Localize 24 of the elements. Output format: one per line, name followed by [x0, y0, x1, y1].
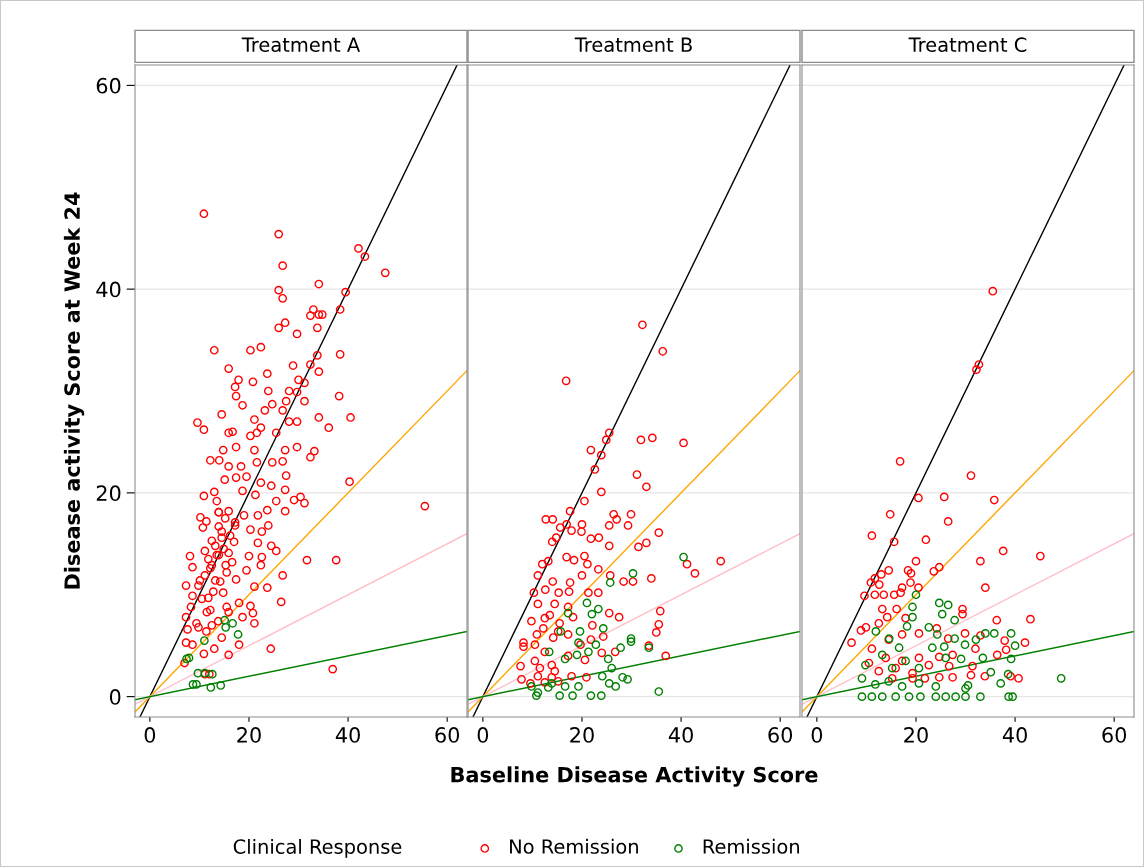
y-tick-label: 60: [96, 77, 121, 94]
x-tick-label: 40: [335, 727, 360, 743]
chart-title: Treatment A: [241, 37, 361, 53]
x-tick-label: 40: [1002, 727, 1027, 743]
x-tick-label: 20: [237, 727, 261, 743]
x-tick-label: 60: [1102, 727, 1127, 743]
y-tick-label: 40: [96, 281, 121, 298]
x-tick-label: 40: [668, 727, 693, 743]
legend-title: Clinical Response: [233, 838, 402, 858]
legend-label: No Remission: [510, 838, 638, 854]
x-tick-label: 20: [570, 727, 594, 743]
chart-title: Treatment C: [908, 37, 1027, 53]
x-tick-label: 60: [768, 727, 793, 743]
x-tick-label: 0: [144, 727, 156, 743]
legend-label: Remission: [703, 838, 799, 854]
x-tick-label: 20: [904, 727, 928, 743]
x-tick-label: 0: [811, 727, 823, 743]
y-tick-label: 20: [96, 485, 121, 502]
x-axis-title: Baseline Disease Activity Score: [451, 766, 818, 787]
x-tick-label: 60: [435, 727, 460, 743]
y-tick-label: 0: [109, 689, 121, 705]
chart-title: Treatment B: [574, 37, 692, 53]
x-tick-label: 0: [477, 727, 489, 743]
y-axis-title: Disease activity Score at Week 24: [63, 192, 85, 589]
